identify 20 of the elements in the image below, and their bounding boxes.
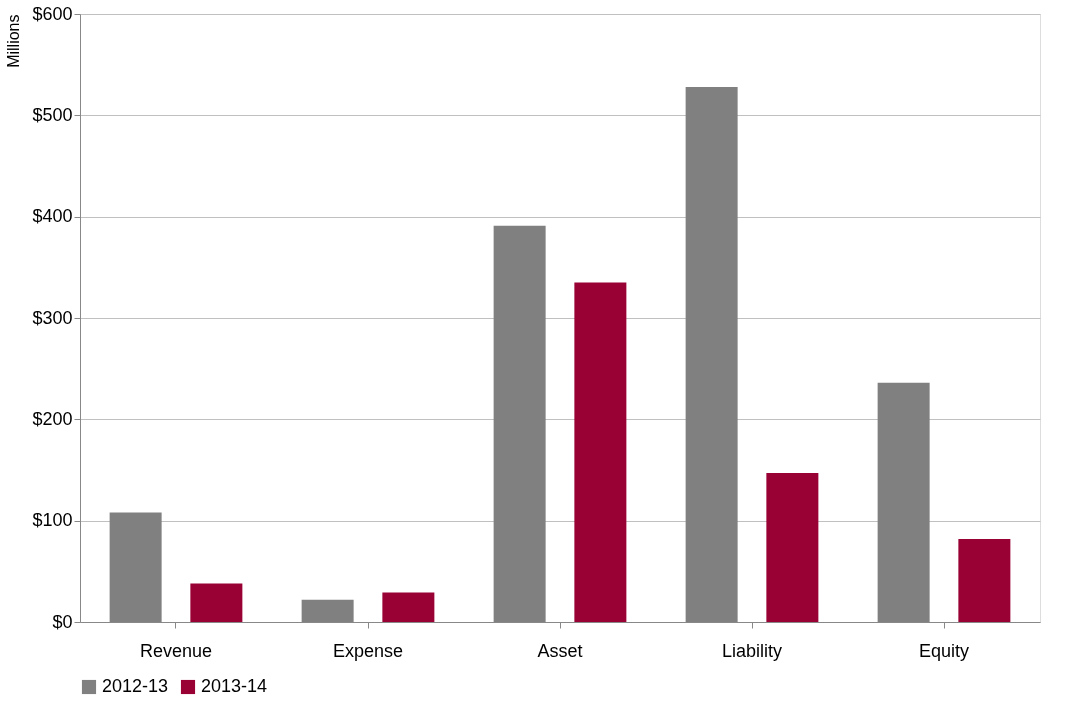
bar xyxy=(574,282,627,622)
y-tick-label: $300 xyxy=(32,307,73,328)
legend-label: 2012-13 xyxy=(102,676,169,696)
y-tick-label: $600 xyxy=(32,3,73,24)
y-tick-label: $400 xyxy=(32,206,73,227)
y-tick-label: $0 xyxy=(52,611,73,632)
x-tick-label: Liability xyxy=(721,640,783,661)
legend-label: 2013-14 xyxy=(201,676,268,696)
x-tick-label: Asset xyxy=(537,640,583,661)
bar xyxy=(958,538,1011,622)
x-tick-label: Equity xyxy=(918,640,970,661)
x-tick-label: Revenue xyxy=(139,640,213,661)
bar xyxy=(766,473,819,622)
bar xyxy=(190,583,243,622)
y-tick-label: $100 xyxy=(32,510,73,531)
bar xyxy=(382,592,435,622)
y-tick-label: $200 xyxy=(32,408,73,429)
y-tick-label: $500 xyxy=(32,104,73,125)
x-tick-label: Expense xyxy=(332,640,404,661)
y-axis-title: Millions xyxy=(5,14,23,68)
